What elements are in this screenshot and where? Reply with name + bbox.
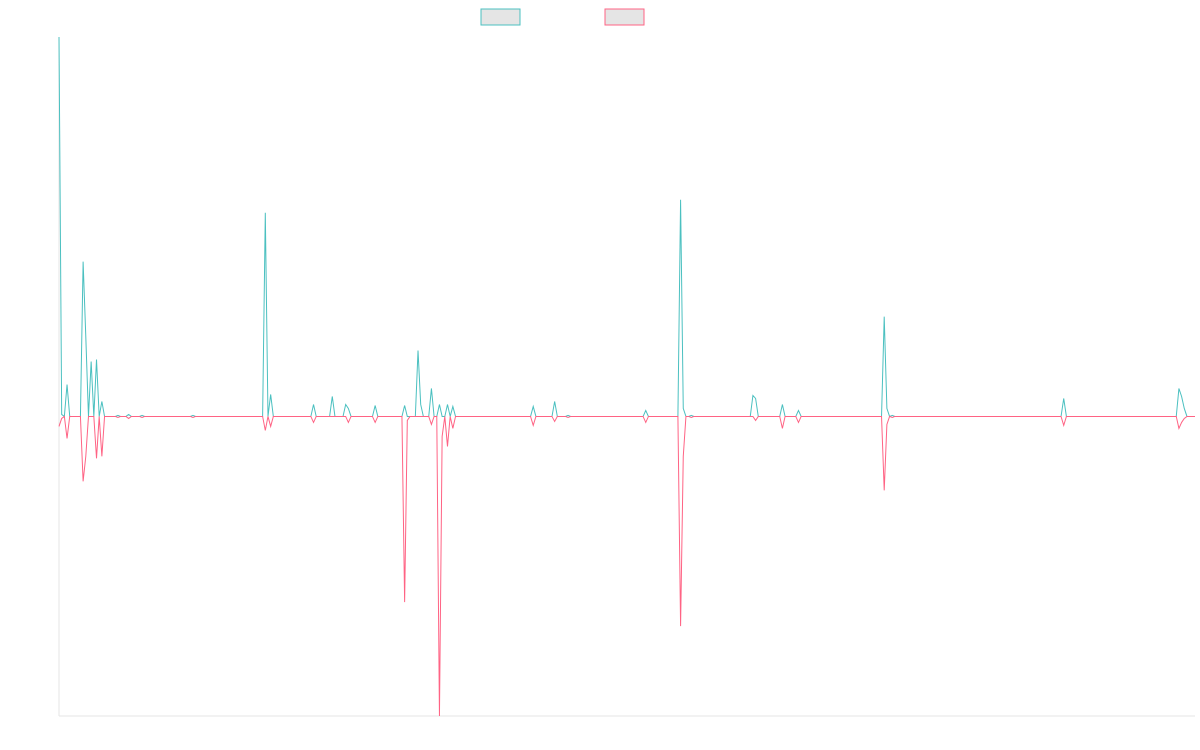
axes <box>58 37 1195 717</box>
series-line-2 <box>58 415 1195 717</box>
series-layer <box>58 36 1195 717</box>
legend-swatch-2 <box>604 8 645 26</box>
series-line-1 <box>58 36 1195 418</box>
legend <box>480 8 645 26</box>
legend-swatch-1 <box>480 8 521 26</box>
